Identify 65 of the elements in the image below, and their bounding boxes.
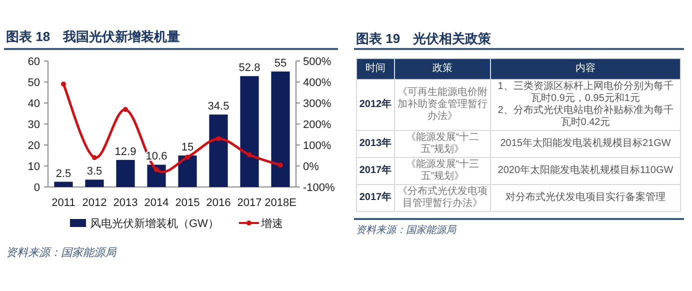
y-tick-label: 50	[28, 77, 40, 89]
bar	[209, 114, 228, 187]
y2-tick-label: 100%	[303, 140, 332, 152]
point	[278, 162, 283, 168]
text: 《可再生能源电价附加补助资金管理暂行办法》	[394, 80, 490, 130]
text: 资料来源：国家能源局	[6, 246, 117, 259]
x-tick-label: 2012	[82, 197, 107, 209]
y2-tick-label: -100%	[303, 182, 336, 194]
point	[185, 154, 190, 160]
text: 政策	[394, 58, 490, 80]
text: 2012年	[356, 80, 394, 130]
point	[61, 82, 66, 87]
y2-tick-label: 500%	[303, 56, 332, 68]
text: 资料来源：国家能源局	[356, 224, 456, 237]
text: 2020年太阳能发电装机规模目标110GW	[490, 158, 680, 184]
data-label: 3.5	[86, 166, 102, 178]
x-tick-label: 2018E	[264, 197, 296, 209]
text: 《分布式光伏发电项目管理暂行办法》	[394, 184, 490, 212]
text: 时间	[356, 58, 394, 80]
legend-label: 增速	[260, 217, 283, 230]
text: 内容	[490, 58, 680, 80]
bar	[116, 160, 135, 187]
y-tick-label: 20	[28, 140, 40, 152]
x-tick-label: 2011	[52, 197, 76, 209]
text: 图表 19 光伏相关政策	[356, 30, 492, 48]
legend-label: 风电光伏新增装机（GW）	[90, 217, 219, 230]
y2-tick-label: 0%	[303, 161, 320, 173]
y-tick-label: 40	[28, 98, 40, 110]
point	[216, 136, 221, 142]
text: 2013年	[356, 130, 394, 158]
text: 《能源发展“十三五”规划》	[394, 158, 490, 184]
text: 对分布式光伏发电项目实行备案管理	[490, 184, 680, 212]
x-tick-label: 2014	[144, 197, 169, 209]
y-tick-label: 0	[34, 182, 40, 194]
x-tick-label: 2017	[237, 197, 262, 209]
chart-title: 图表 18 我国光伏新增装机量	[6, 29, 180, 44]
x-tick-label: 2016	[206, 197, 231, 209]
point	[154, 167, 159, 172]
x-tick-label: 2013	[113, 197, 138, 209]
bar	[178, 156, 197, 187]
y2-tick-label: 300%	[303, 98, 332, 110]
y-tick-label: 60	[28, 56, 40, 68]
bar	[240, 76, 259, 187]
bar	[271, 72, 290, 187]
data-label: 34.5	[208, 100, 230, 113]
text: 1、三类资源区标杆上网电价分别为每千瓦时0.9元，0.95元和1元 2、分布式光伏电站电价补贴标准为每千瓦时0.42元	[490, 80, 680, 130]
point	[123, 107, 128, 112]
data-label: 2.5	[56, 168, 72, 180]
point	[92, 155, 97, 160]
bar	[85, 180, 104, 187]
text: 2017年	[356, 158, 394, 184]
text: 2015年太阳能发电装机规模目标21GW	[490, 130, 680, 158]
data-label: 15	[181, 142, 194, 154]
text: 2017年	[356, 184, 394, 212]
data-label: 12.9	[114, 146, 136, 158]
bar	[54, 182, 73, 187]
x-tick-label: 2015	[175, 197, 200, 209]
text: 《能源发展“十二五”规划》	[394, 130, 490, 158]
data-label: 52.8	[238, 62, 260, 74]
y-tick-label: 10	[28, 161, 40, 173]
data-label: 55	[274, 58, 287, 70]
point	[247, 152, 252, 158]
y-tick-label: 30	[28, 119, 40, 131]
y2-tick-label: 400%	[303, 77, 332, 89]
y2-tick-label: 200%	[303, 119, 332, 131]
